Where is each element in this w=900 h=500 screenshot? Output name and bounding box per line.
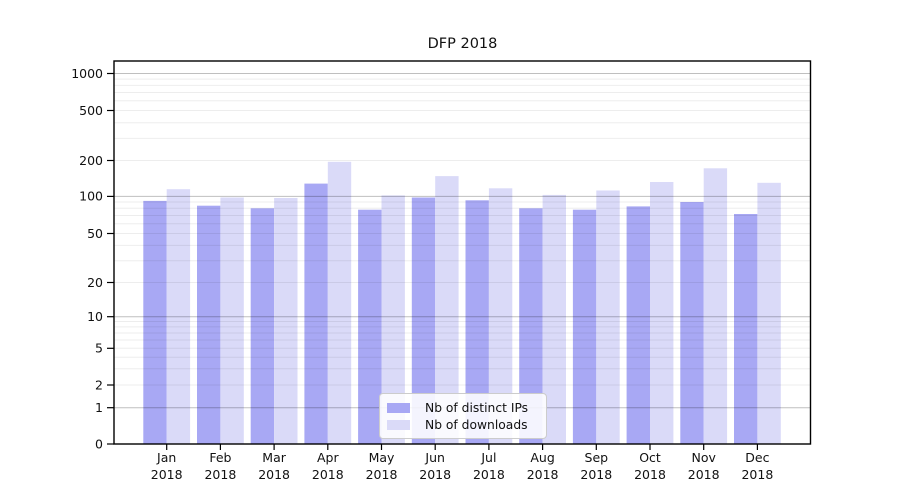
y-tick-label: 5: [95, 341, 103, 356]
x-tick-label-year: 2018: [741, 467, 773, 482]
bar-jul-downloads: [488, 188, 513, 444]
x-tick-label-month: Jun: [424, 450, 445, 465]
bar-aug-downloads: [542, 194, 566, 444]
x-tick-label-year: 2018: [634, 467, 666, 482]
bar-nov-downloads: [703, 168, 728, 445]
bar-apr-downloads: [327, 161, 352, 445]
x-tick-label-year: 2018: [151, 467, 183, 482]
x-tick-label-year: 2018: [688, 467, 720, 482]
legend: Nb of distinct IPs Nb of downloads: [379, 393, 547, 439]
x-tick-label-year: 2018: [366, 467, 398, 482]
x-tick-label-month: Feb: [209, 450, 231, 465]
bar-jan-distinct-ips: [143, 200, 167, 444]
x-tick-label-year: 2018: [580, 467, 612, 482]
bar-may-downloads: [381, 195, 405, 444]
plot-frame: [113, 60, 812, 445]
bar-sep-distinct-ips: [572, 209, 597, 444]
x-tick-label-month: Nov: [691, 450, 716, 465]
bar-feb-downloads: [220, 197, 244, 444]
bar-may-distinct-ips: [358, 209, 382, 444]
x-tick-label-month: Aug: [530, 450, 554, 465]
bar-jun-distinct-ips: [411, 197, 436, 444]
x-tick-label-month: May: [369, 450, 395, 465]
bar-aug-distinct-ips: [519, 208, 543, 444]
bar-jun-downloads: [435, 176, 459, 444]
legend-label-downloads: Nb of downloads: [425, 417, 528, 432]
y-tick-label: 50: [87, 226, 103, 241]
y-tick-label: 20: [87, 275, 103, 290]
bars-layer: [143, 161, 781, 445]
x-tick-label-month: Mar: [262, 450, 286, 465]
bar-dec-downloads: [757, 182, 781, 445]
legend-item-distinct-ips: Nb of distinct IPs: [387, 399, 538, 416]
y-tick-label: 2: [95, 377, 103, 392]
legend-label-distinct-ips: Nb of distinct IPs: [425, 400, 529, 415]
bar-oct-downloads: [650, 182, 674, 444]
chart-title: DFP 2018: [427, 36, 498, 52]
bar-jan-downloads: [166, 189, 191, 444]
bar-mar-downloads: [274, 198, 298, 444]
y-tick-label: 200: [79, 153, 103, 168]
y-tick-label: 500: [79, 103, 103, 118]
x-tick-label-month: Oct: [639, 450, 661, 465]
axes-layer: [107, 60, 812, 450]
y-tick-label: 100: [79, 189, 103, 204]
x-tick-label-year: 2018: [204, 467, 236, 482]
x-tick-label-year: 2018: [473, 467, 505, 482]
bar-feb-distinct-ips: [197, 205, 221, 444]
bar-sep-downloads: [596, 190, 620, 444]
gridlines-minor: [114, 78, 811, 386]
x-tick-label-month: Jul: [480, 450, 496, 465]
bar-dec-distinct-ips: [734, 214, 758, 444]
bar-oct-distinct-ips: [626, 206, 650, 444]
bar-nov-distinct-ips: [680, 202, 704, 444]
legend-swatch-distinct-ips: [387, 402, 410, 413]
x-tick-label-month: Apr: [317, 450, 339, 465]
y-tick-label: 10: [87, 309, 103, 324]
x-tick-label-year: 2018: [312, 467, 344, 482]
x-tick-label-month: Sep: [585, 450, 609, 465]
y-tick-label: 1: [95, 400, 103, 415]
y-tick-label: 0: [95, 436, 103, 451]
x-tick-label-month: Jan: [156, 450, 176, 465]
tick-labels-layer: 0 1 2 5 10 20 50 100 200 500 1000 Jan 2018 Feb 2018 Mar…: [71, 66, 773, 482]
legend-item-downloads: Nb of downloads: [387, 416, 538, 433]
bar-jul-distinct-ips: [465, 200, 489, 444]
legend-swatch-downloads: [387, 419, 410, 430]
x-tick-label-year: 2018: [527, 467, 559, 482]
y-tick-label: 1000: [71, 66, 103, 81]
bar-mar-distinct-ips: [250, 208, 275, 444]
bar-apr-distinct-ips: [304, 183, 328, 444]
x-tick-label-year: 2018: [419, 467, 451, 482]
x-tick-label-month: Dec: [745, 450, 769, 465]
x-tick-label-year: 2018: [258, 467, 290, 482]
